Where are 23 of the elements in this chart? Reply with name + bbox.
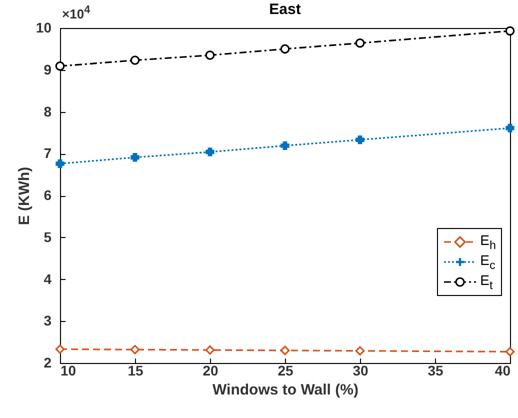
x-tick-label: 35 [428, 362, 444, 378]
y-tick-label: 3 [44, 312, 52, 329]
x-axis-title: Windows to Wall (%) [212, 382, 358, 398]
y-tick-label: 2 [44, 354, 52, 370]
x-tick-label: 10 [60, 362, 76, 378]
y-tick-label: 10 [36, 20, 52, 36]
x-tick-label: 20 [202, 362, 218, 378]
y-tick-label: 4 [44, 270, 52, 287]
y-tick-label: 6 [44, 187, 52, 203]
legend-label: E$_{h}$ [480, 232, 496, 252]
x-tick-label: 25 [278, 362, 294, 378]
y-axis-title: E (KWh) [16, 166, 33, 226]
y-tick-label: 5 [44, 228, 52, 245]
x-tick-label: 40 [494, 362, 511, 378]
legend-label: E$_{t}$ [480, 272, 493, 292]
legend-label: E$_{c}$ [480, 252, 496, 272]
text: ×10$^{4}$ [62, 4, 90, 22]
y-tick-label: 7 [44, 145, 52, 162]
y-tick-label: 9 [44, 61, 52, 78]
x-tick-label: 30 [352, 362, 368, 378]
chart-title: East [269, 1, 301, 18]
x-tick-label: 15 [128, 362, 144, 378]
y-tick-label: 8 [44, 103, 52, 120]
